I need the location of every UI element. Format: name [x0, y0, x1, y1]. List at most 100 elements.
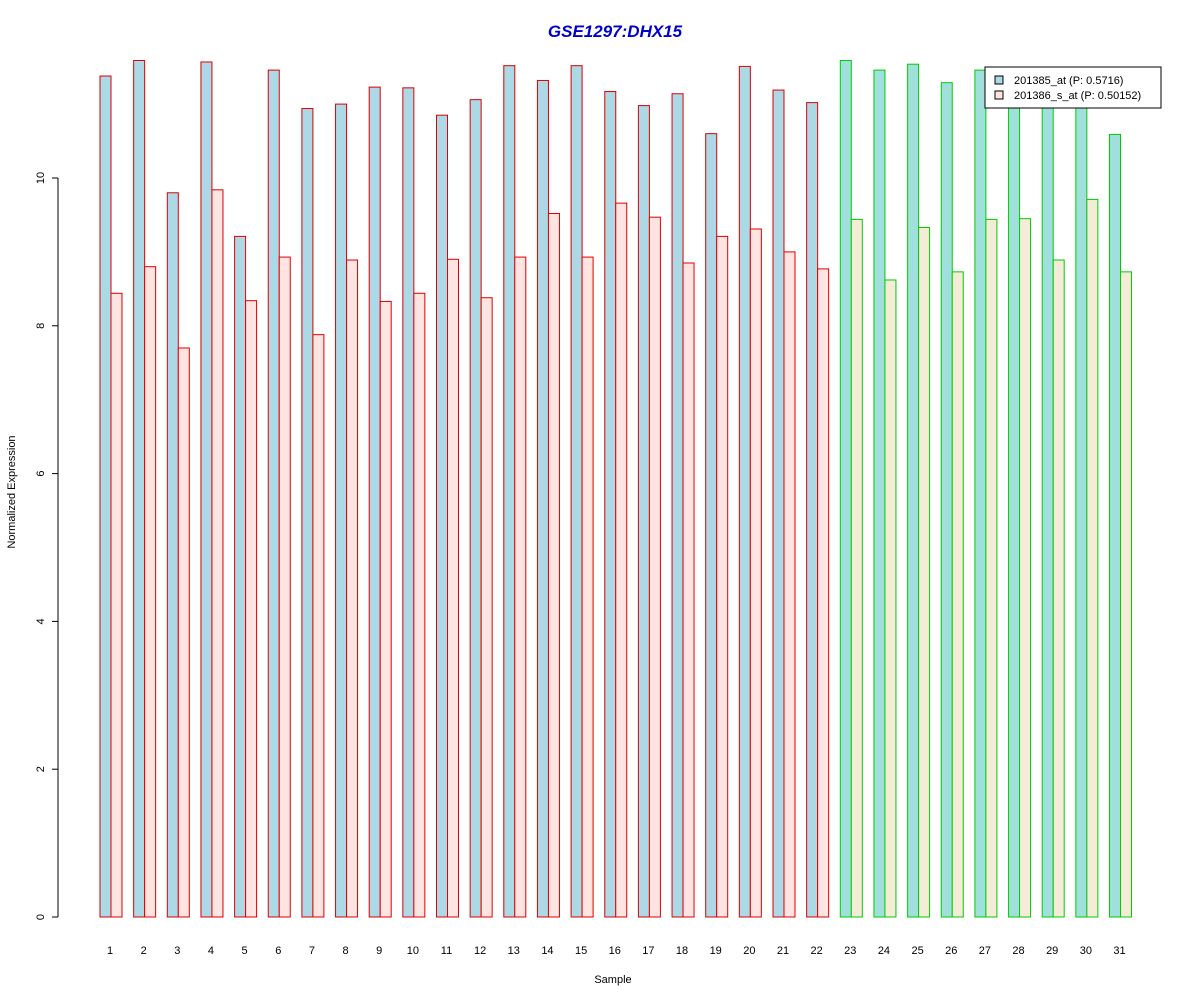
x-tick-labels: 1 2 3 4 5 6 7 8 9 10 11 12 13 14 15 16 17 18 19 20 21 22 23 24 2…: [107, 945, 1126, 957]
bar-15-series-1: [570, 65, 583, 918]
x-tick-label: 28: [1012, 945, 1024, 957]
bar-18-series-2: [682, 262, 695, 918]
bar-11-series-1: [436, 114, 448, 918]
bar-13-series-2: [514, 256, 527, 918]
bar-15-series-2: [581, 256, 594, 918]
bar-17-series-1: [637, 105, 650, 918]
bar-9-series-1: [368, 86, 381, 918]
legend-swatch: [994, 90, 1004, 100]
bar-3-series-1: [166, 192, 179, 918]
bar-6-series-1: [267, 69, 280, 918]
bar-1-series-1: [99, 75, 112, 918]
bar-28-series-2: [1019, 218, 1032, 918]
legend-label: 201385_at (P: 0.5716): [1014, 75, 1123, 87]
bar-19-series-1: [705, 133, 718, 918]
bar-19-series-2: [716, 235, 729, 918]
bar-2-series-1: [133, 59, 146, 918]
x-tick-label: 5: [242, 945, 248, 957]
x-tick-label: 31: [1113, 945, 1125, 957]
y-tick-label: 10: [35, 172, 47, 184]
x-tick-label: 24: [878, 945, 890, 957]
bar-25-series-2: [918, 227, 931, 918]
bar-7-series-1: [301, 108, 314, 918]
x-tick-label: 3: [174, 945, 180, 957]
y-axis: 0 2 4 6 8 10: [35, 172, 59, 920]
x-tick-label: 6: [275, 945, 281, 957]
bar-28-series-1: [1008, 99, 1021, 918]
bar-4-series-1: [200, 61, 213, 918]
bar-3-series-2: [177, 347, 190, 918]
x-tick-label: 26: [945, 945, 957, 957]
x-tick-label: 21: [777, 945, 789, 957]
x-tick-label: 10: [407, 945, 419, 957]
x-tick-label: 16: [609, 945, 621, 957]
bar-4-series-2: [211, 189, 224, 918]
x-tick-label: 23: [844, 945, 856, 957]
bar-1-series-2: [110, 292, 123, 918]
x-tick-label: 4: [208, 945, 214, 957]
x-tick-label: 17: [642, 945, 654, 957]
bar-2-series-2: [144, 266, 157, 918]
bar-13-series-1: [503, 65, 516, 918]
legend-label: 201386_s_at (P: 0.50152): [1014, 90, 1141, 102]
x-tick-label: 20: [743, 945, 755, 957]
x-tick-label: 11: [441, 945, 452, 957]
bar-5-series-1: [234, 235, 247, 918]
bar-12-series-1: [469, 99, 482, 918]
x-tick-label: 14: [541, 945, 553, 957]
bar-21-series-2: [783, 251, 796, 918]
bar-24-series-1: [873, 69, 886, 918]
x-tick-label: 27: [979, 945, 991, 957]
x-tick-label: 8: [342, 945, 348, 957]
bar-14-series-1: [536, 79, 549, 918]
x-tick-label: 18: [676, 945, 688, 957]
y-tick-label: 4: [35, 618, 47, 624]
legend: 201385_at (P: 0.5716) 201386_s_at (P: 0.5…: [984, 66, 1162, 109]
x-tick-label: 1: [107, 945, 113, 957]
y-tick-label: 8: [35, 323, 47, 329]
y-axis-label: Normalized Expression: [6, 435, 18, 548]
y-tick-label: 6: [35, 471, 47, 477]
x-tick-label: 22: [811, 945, 823, 957]
x-tick-label: 19: [710, 945, 722, 957]
bar-23-series-2: [850, 218, 863, 918]
bar-29-series-1: [1041, 99, 1054, 918]
bar-5-series-2: [245, 300, 258, 918]
bar-16-series-1: [604, 91, 617, 918]
bar-8-series-2: [346, 259, 359, 918]
bar-22-series-1: [806, 102, 819, 918]
x-tick-label: 25: [911, 945, 923, 957]
bar-26-series-1: [940, 82, 953, 918]
legend-box: [984, 66, 1162, 109]
bar-9-series-2: [379, 300, 392, 918]
bar-17-series-2: [648, 216, 661, 918]
bar-24-series-2: [884, 279, 897, 918]
x-tick-label: 15: [575, 945, 587, 957]
bar-10-series-2: [413, 292, 426, 918]
bar-7-series-2: [312, 334, 325, 918]
x-tick-label: 29: [1046, 945, 1058, 957]
bar-6-series-2: [278, 256, 291, 918]
x-tick-label: 9: [376, 945, 382, 957]
bar-30-series-1: [1075, 103, 1088, 918]
bar-8-series-1: [335, 103, 348, 918]
x-tick-label: 12: [474, 945, 486, 957]
bars-group: [99, 59, 1132, 918]
x-axis-label: Sample: [594, 974, 631, 986]
bar-31-series-1: [1109, 133, 1121, 918]
bar-27-series-2: [985, 218, 998, 918]
x-tick-label: 30: [1080, 945, 1092, 957]
bar-11-series-2: [447, 258, 459, 918]
bar-25-series-1: [907, 63, 920, 918]
bar-18-series-1: [671, 93, 684, 918]
x-tick-label: 7: [309, 945, 315, 957]
legend-swatch: [994, 75, 1004, 85]
x-tick-label: 2: [141, 945, 147, 957]
bar-20-series-1: [738, 65, 751, 918]
bar-10-series-1: [402, 87, 415, 918]
x-tick-label: 13: [508, 945, 520, 957]
bar-20-series-2: [749, 228, 762, 918]
bar-27-series-1: [974, 69, 987, 918]
bar-22-series-2: [817, 268, 830, 918]
